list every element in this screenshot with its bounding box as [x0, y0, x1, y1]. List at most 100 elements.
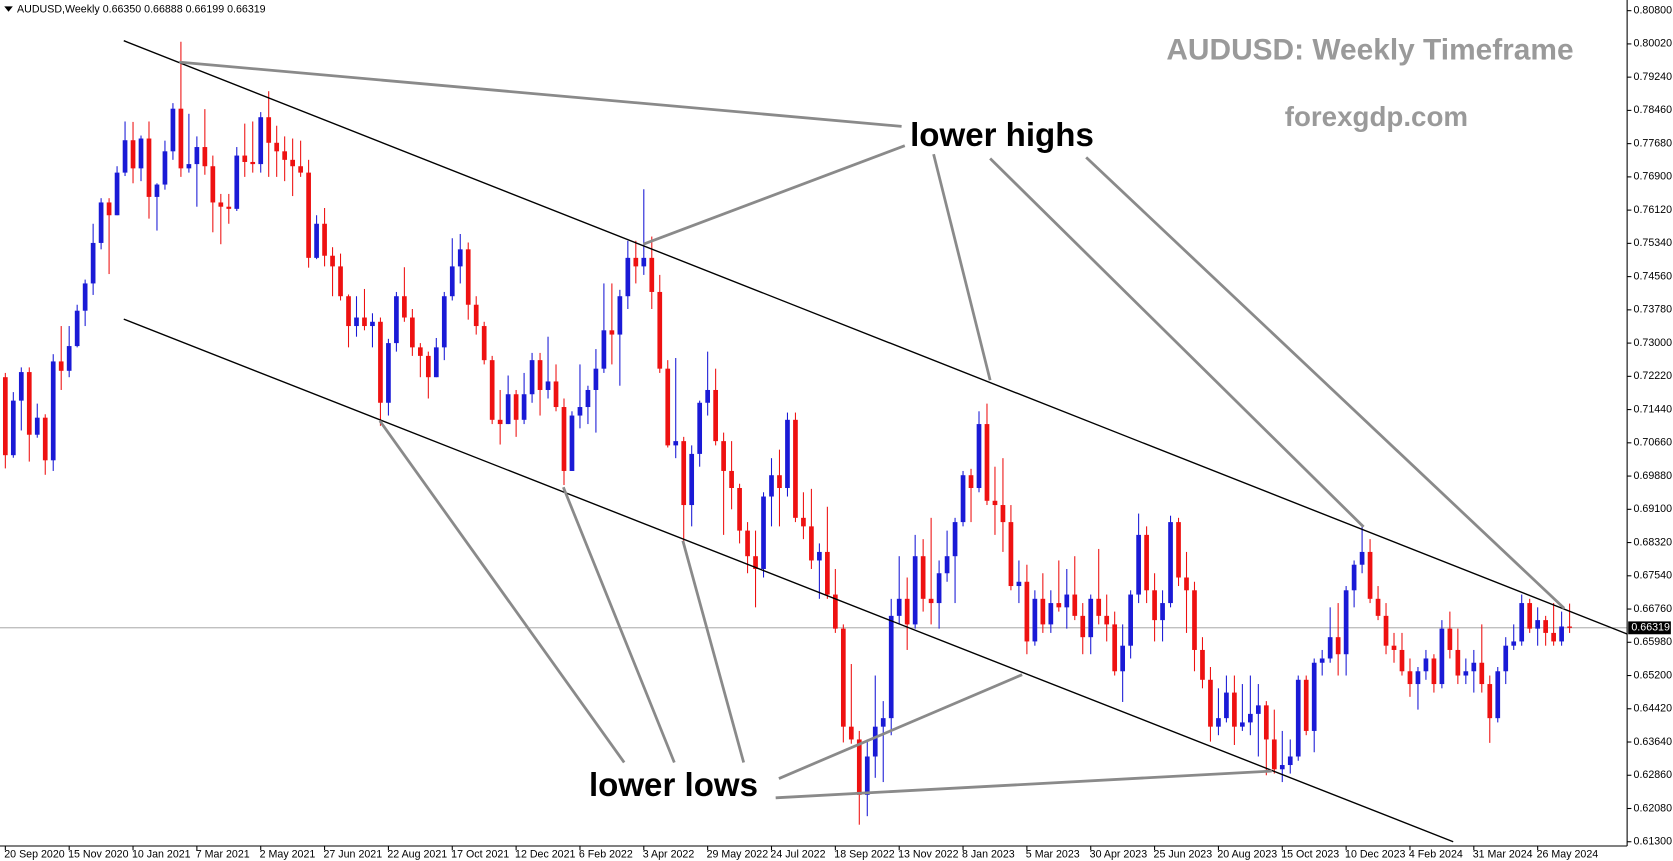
candle-body: [178, 108, 184, 169]
y-tick-label: 0.61300: [1634, 836, 1673, 848]
candle-body: [370, 321, 375, 327]
y-tick-label: 0.68320: [1634, 536, 1673, 548]
candle-body: [1519, 603, 1525, 642]
candle-body: [713, 389, 718, 442]
x-tick-label: 20 Aug 2023: [1217, 848, 1277, 860]
candle-body: [1447, 628, 1453, 650]
y-tick-label: 0.65200: [1634, 669, 1673, 681]
candle-body: [1319, 658, 1325, 663]
candle-body: [1311, 662, 1317, 731]
candle-body: [1471, 662, 1477, 672]
y-tick-label: 0.74560: [1634, 270, 1673, 282]
candle-body: [314, 223, 319, 258]
candle-body: [258, 117, 264, 165]
candle-body: [633, 257, 639, 267]
candle-body: [912, 556, 918, 625]
candle-body: [665, 368, 671, 446]
candle-body: [433, 347, 439, 378]
candle-body: [864, 756, 870, 795]
candle-body: [74, 310, 80, 347]
candle-body: [825, 551, 830, 595]
candle-body: [346, 296, 351, 327]
candle-body: [577, 407, 583, 416]
candle-body: [833, 594, 838, 629]
x-tick-label: 10 Jan 2021: [132, 848, 191, 860]
candle-body: [1120, 645, 1126, 672]
candle-body: [138, 138, 144, 169]
candle-body: [904, 598, 910, 625]
x-tick-label: 26 May 2024: [1537, 848, 1599, 860]
pointer-line: [778, 673, 1023, 780]
candle-body: [194, 147, 200, 165]
candle-body: [785, 419, 790, 489]
candle-body: [1000, 505, 1006, 523]
candle-body: [1503, 645, 1509, 672]
candle-body: [1551, 632, 1556, 642]
candle-body: [625, 257, 631, 297]
candle-body: [960, 475, 966, 523]
candle-body: [920, 556, 926, 599]
candle-body: [880, 718, 886, 727]
upper-channel-line: [123, 40, 1628, 635]
candle-body: [410, 317, 415, 348]
candle-body: [753, 556, 758, 569]
candle-body: [1168, 522, 1173, 604]
candle-body: [473, 304, 479, 327]
candle-body: [130, 140, 136, 169]
candle-body: [489, 360, 495, 420]
chart-title: AUDUSD: Weekly Timeframe: [1166, 33, 1573, 66]
candle-body: [122, 140, 128, 173]
y-tick-label: 0.63640: [1634, 736, 1673, 748]
x-tick-label: 27 Jun 2021: [324, 848, 383, 860]
candle-body: [290, 159, 295, 167]
candle-body: [1040, 598, 1046, 625]
y-tick-label: 0.76120: [1634, 204, 1673, 216]
candle-body: [1463, 671, 1469, 676]
candle-body: [90, 242, 96, 284]
candle-body: [1359, 551, 1365, 565]
candle-body: [1263, 705, 1269, 740]
candle-body: [394, 296, 399, 344]
candle-body: [1431, 658, 1437, 685]
candle-body: [1080, 615, 1086, 638]
candle-body: [26, 372, 32, 435]
candle-body: [1208, 679, 1213, 727]
candle-body: [1160, 603, 1165, 621]
candle-body: [362, 317, 367, 327]
candle-body: [1152, 590, 1157, 621]
y-tick-label: 0.77680: [1634, 137, 1673, 149]
y-tick-label: 0.69880: [1634, 470, 1673, 482]
candle-body: [681, 441, 687, 506]
y-tick-label: 0.73000: [1634, 337, 1673, 349]
candle-body: [146, 138, 152, 197]
y-tick-label: 0.80020: [1634, 38, 1673, 50]
candle-body: [984, 424, 990, 501]
pointer-line: [775, 769, 1272, 800]
candle-body: [1112, 624, 1118, 672]
candle-body: [809, 526, 814, 561]
candle-body: [234, 155, 240, 209]
x-tick-label: 25 Jun 2023: [1154, 848, 1213, 860]
candle-body: [402, 296, 407, 318]
y-tick-label: 0.64420: [1634, 703, 1673, 715]
candle-body: [1072, 594, 1078, 616]
y-tick-label: 0.75340: [1634, 237, 1673, 249]
candle-body: [968, 475, 974, 489]
candle-body: [1383, 615, 1389, 646]
candle-body: [1032, 598, 1038, 642]
candle-body: [1455, 649, 1461, 676]
candle-body: [425, 355, 431, 378]
candle-body: [42, 417, 48, 461]
candle-body: [250, 161, 256, 165]
candle-body: [777, 475, 782, 489]
y-tick-label: 0.62080: [1634, 802, 1673, 814]
candle-body: [58, 361, 64, 371]
candle-body: [729, 470, 734, 489]
candle-body: [1024, 581, 1030, 642]
candle-body: [1192, 590, 1197, 650]
candle-body: [1224, 692, 1229, 719]
lower-channel-line: [123, 318, 1454, 843]
candle-body: [657, 291, 663, 369]
pointer-line: [1085, 156, 1566, 610]
